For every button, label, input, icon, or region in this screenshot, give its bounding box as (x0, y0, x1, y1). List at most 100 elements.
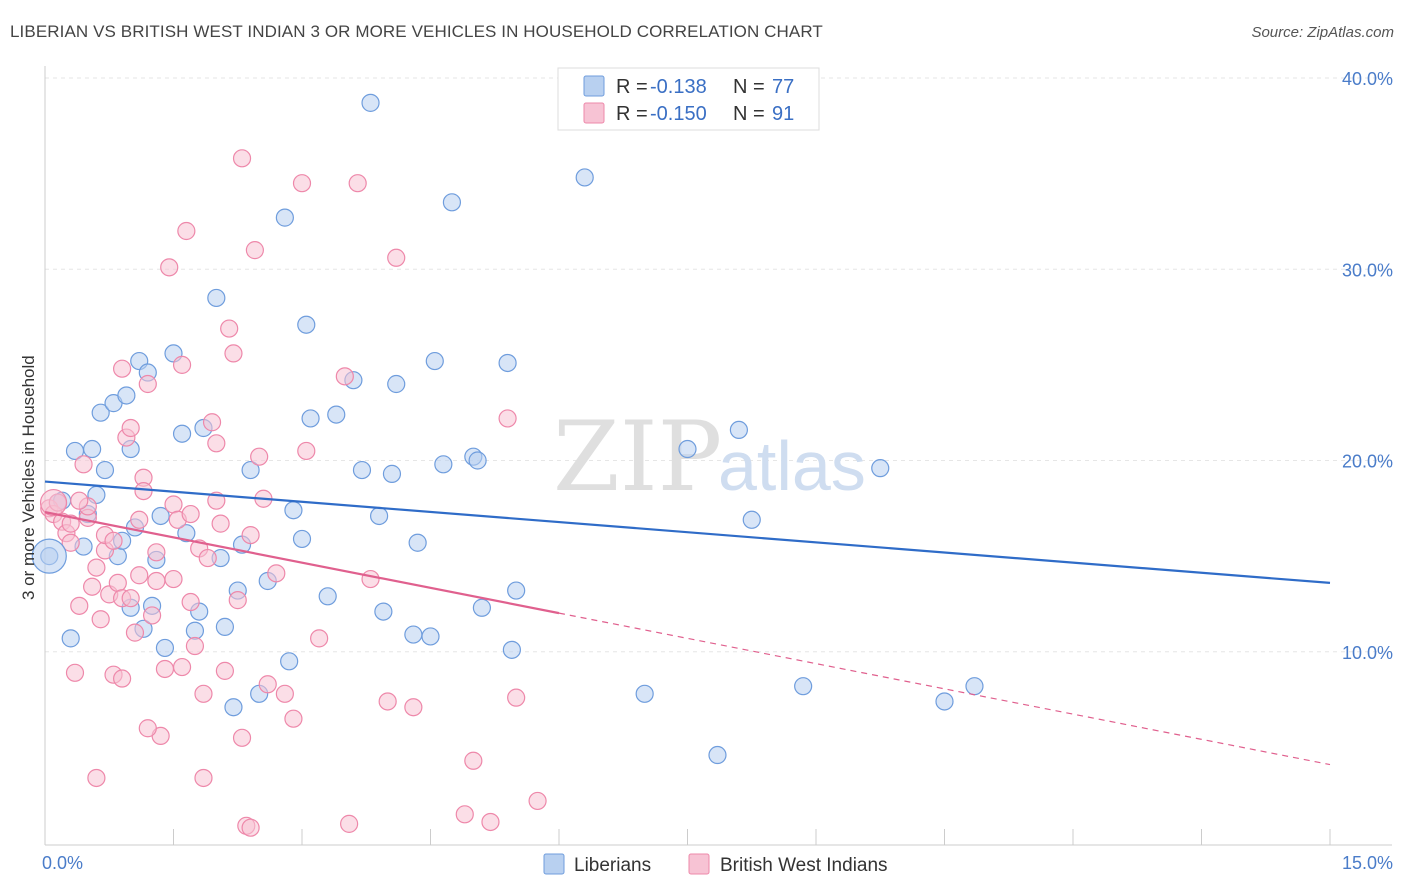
data-point (297, 315, 316, 334)
data-point (284, 501, 303, 520)
data-point (361, 569, 380, 589)
data-point (138, 719, 157, 738)
data-point (507, 581, 526, 600)
data-point (387, 374, 406, 394)
data-point (220, 319, 239, 338)
data-point (327, 405, 346, 424)
data-points (31, 93, 984, 837)
gridlines (45, 77, 1392, 653)
data-point (121, 418, 140, 438)
data-point (241, 525, 260, 545)
data-point (361, 93, 380, 112)
data-point (87, 558, 106, 577)
bottom-legend: Liberians British West Indians (543, 853, 888, 876)
data-point (125, 623, 145, 642)
y-axis-label: 3 or more Vehicles in Household (19, 355, 38, 600)
data-point (61, 629, 80, 648)
data-point (185, 621, 205, 640)
data-point (442, 193, 462, 212)
data-point (241, 818, 260, 837)
data-point (194, 768, 213, 788)
data-point (374, 602, 393, 621)
data-point (387, 248, 406, 267)
data-point (74, 455, 93, 474)
data-point (965, 677, 984, 696)
data-point (729, 420, 749, 439)
data-point (202, 413, 222, 432)
y-tick-labels: 10.0% 20.0% 30.0% 40.0% (1342, 69, 1393, 663)
data-point (151, 506, 170, 526)
bottom-legend-swatch-british-west-indians (688, 853, 710, 875)
data-point (95, 460, 115, 480)
x-tick-label: 0.0% (42, 853, 83, 873)
data-point (164, 495, 183, 514)
data-point (215, 617, 234, 636)
data-point (575, 168, 594, 187)
bottom-legend-swatch-liberians (543, 853, 565, 875)
legend-r-value: -0.150 (650, 103, 707, 125)
data-point (83, 439, 102, 459)
data-point (481, 812, 500, 832)
data-point (194, 684, 213, 703)
data-point (258, 675, 277, 694)
data-point (421, 627, 440, 646)
data-point (164, 569, 183, 589)
data-point (31, 538, 67, 574)
data-point (160, 258, 179, 277)
data-point (215, 661, 234, 680)
legend-r-value: -0.138 (650, 76, 707, 98)
data-point (280, 652, 299, 671)
y-tick-label: 40.0% (1342, 69, 1393, 89)
data-point (464, 751, 483, 770)
data-point (112, 669, 132, 688)
data-point (528, 791, 547, 811)
data-point (245, 241, 264, 260)
data-point (207, 434, 226, 453)
data-point (404, 625, 423, 644)
data-point (130, 566, 149, 585)
data-point (61, 514, 80, 533)
data-point (382, 464, 402, 483)
data-point (211, 514, 230, 533)
source-label: Source: ZipAtlas.com (1251, 24, 1394, 41)
data-point (425, 351, 444, 371)
data-point (468, 451, 487, 470)
x-tick-label: 15.0% (1342, 853, 1393, 873)
data-point (65, 663, 85, 682)
data-point (138, 374, 157, 394)
legend-swatch-liberians (583, 75, 605, 97)
data-point (292, 174, 312, 193)
data-point (134, 482, 153, 501)
data-point (507, 688, 526, 707)
data-point (121, 589, 140, 608)
data-point (408, 533, 427, 552)
data-point (742, 510, 761, 529)
y-tick-label: 10.0% (1342, 643, 1393, 663)
axes (44, 66, 1392, 846)
data-point (502, 640, 521, 659)
legend-n-value: 77 (772, 76, 794, 98)
data-point (267, 564, 286, 583)
data-point (207, 288, 226, 308)
data-point (310, 629, 329, 648)
data-point (335, 367, 354, 386)
data-point (935, 692, 954, 711)
data-point (130, 510, 149, 529)
data-point (348, 174, 367, 193)
data-point (635, 684, 654, 703)
data-point (708, 745, 727, 765)
legend-swatch-british-west-indians (583, 102, 605, 124)
data-point (181, 504, 200, 524)
data-point (117, 386, 136, 405)
data-point (224, 698, 243, 717)
trend-line-liberians (44, 480, 1331, 584)
data-point (91, 403, 110, 422)
data-point (275, 208, 294, 227)
data-point (172, 657, 192, 677)
data-point (455, 805, 474, 824)
chart-title: LIBERIAN VS BRITISH WEST INDIAN 3 OR MOR… (10, 22, 823, 41)
data-point (498, 409, 517, 428)
data-point (352, 460, 372, 480)
legend-r-label: R = (616, 103, 648, 125)
data-point (378, 692, 397, 711)
